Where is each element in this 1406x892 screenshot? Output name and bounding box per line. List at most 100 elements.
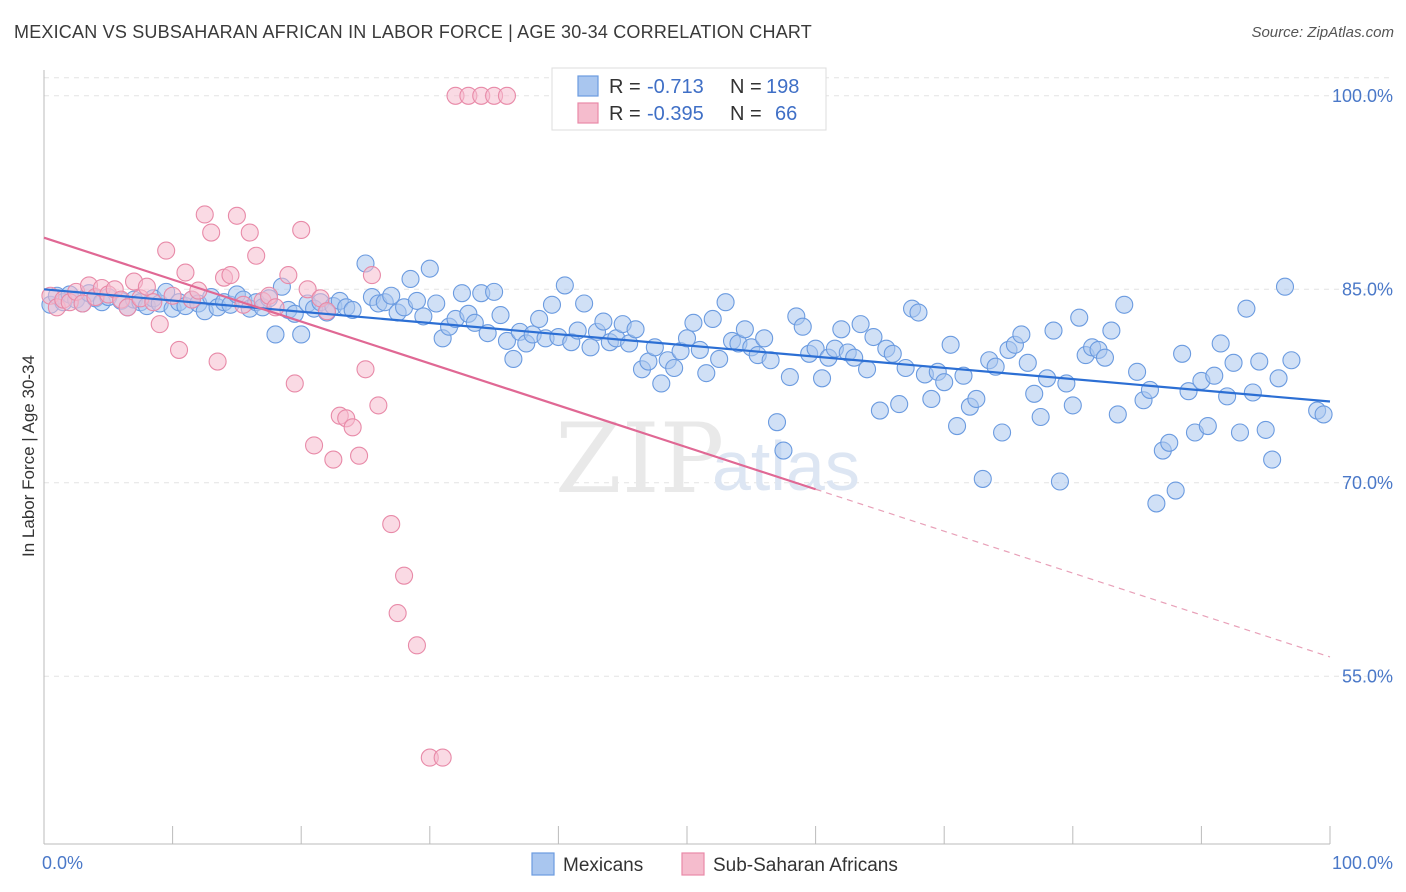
- point-0-113: [780, 367, 799, 387]
- point-0-51: [382, 286, 401, 305]
- point-0-190: [1282, 351, 1301, 370]
- point-1-21: [176, 263, 195, 282]
- source-label: Source: ZipAtlas.com: [1251, 24, 1394, 41]
- point-0-68: [491, 306, 510, 325]
- point-0-84: [594, 312, 613, 331]
- point-0-70: [504, 349, 523, 369]
- point-0-189: [1275, 277, 1295, 296]
- legend-swatch-subsaharan: [577, 102, 599, 124]
- point-1-24: [195, 205, 214, 224]
- subsaharan-points: [41, 86, 517, 767]
- point-0-154: [1044, 321, 1063, 340]
- point-0-165: [1115, 295, 1134, 314]
- point-1-40: [305, 436, 324, 455]
- point-0-127: [870, 401, 889, 420]
- point-0-158: [1070, 308, 1089, 327]
- legend-swatch-mexicans: [577, 75, 599, 97]
- point-0-56: [414, 307, 433, 326]
- grid-lines: [44, 77, 1392, 677]
- point-0-121: [832, 320, 851, 339]
- stats-legend: R = -0.713 N = 198 R = -0.395 N = 66: [551, 67, 827, 131]
- point-0-101: [703, 309, 722, 329]
- legend-n-subsaharan: 66: [775, 103, 797, 125]
- point-0-109: [755, 329, 774, 348]
- point-0-54: [401, 269, 420, 289]
- point-1-39: [298, 280, 317, 299]
- point-0-185: [1250, 352, 1269, 371]
- point-0-171: [1160, 433, 1179, 452]
- point-1-29: [227, 206, 246, 225]
- point-1-52: [388, 604, 407, 623]
- point-0-106: [735, 320, 754, 339]
- bottom-legend-mexicans: Mexicans: [563, 855, 643, 876]
- point-1-47: [350, 446, 369, 465]
- point-0-149: [1012, 325, 1031, 344]
- point-0-142: [967, 389, 986, 409]
- point-0-103: [716, 293, 735, 312]
- point-0-135: [922, 389, 941, 409]
- point-1-18: [157, 241, 176, 260]
- point-0-123: [845, 348, 864, 367]
- point-0-69: [497, 331, 517, 350]
- point-0-115: [793, 317, 812, 336]
- point-1-37: [285, 374, 304, 393]
- trend-lines: [43, 236, 1331, 658]
- point-1-26: [208, 352, 227, 371]
- point-1-17: [150, 315, 169, 334]
- point-0-124: [851, 315, 870, 334]
- point-1-61: [497, 86, 517, 105]
- point-0-137: [935, 373, 954, 392]
- x-tick-labels: 0.0% 100.0%: [42, 853, 1393, 873]
- point-0-89: [626, 320, 645, 339]
- point-0-55: [407, 291, 426, 310]
- point-0-100: [697, 364, 716, 383]
- chart-title: MEXICAN VS SUBSAHARAN AFRICAN IN LABOR F…: [14, 22, 812, 42]
- point-0-97: [677, 329, 697, 348]
- trend-line-mexicans: [43, 288, 1331, 403]
- point-0-82: [581, 338, 600, 357]
- point-0-166: [1128, 362, 1147, 381]
- point-1-20: [169, 340, 189, 359]
- point-1-46: [343, 418, 362, 437]
- point-0-143: [973, 469, 992, 488]
- point-1-54: [407, 636, 426, 655]
- point-0-162: [1095, 348, 1114, 367]
- point-1-31: [240, 223, 259, 242]
- point-1-43: [324, 450, 343, 469]
- point-1-12: [118, 298, 137, 317]
- point-0-129: [883, 344, 902, 363]
- point-1-28: [221, 266, 240, 285]
- point-0-178: [1205, 366, 1224, 385]
- point-0-163: [1102, 321, 1121, 340]
- y-tick-label-1: 70.0%: [1342, 473, 1393, 493]
- trend-line-subsaharan: [43, 236, 816, 491]
- point-0-179: [1211, 334, 1230, 353]
- point-1-15: [137, 277, 156, 296]
- point-0-188: [1269, 369, 1288, 388]
- point-0-78: [555, 276, 574, 295]
- legend-r-mexicans: -0.713: [647, 76, 704, 98]
- trend-line-subsaharan-extension: [815, 488, 1331, 658]
- svg-text:N =: N =: [730, 76, 762, 98]
- legend-n-mexicans: 198: [766, 76, 799, 98]
- point-0-184: [1243, 383, 1262, 402]
- point-1-48: [356, 360, 375, 379]
- y-tick-label-0: 55.0%: [1342, 666, 1393, 686]
- point-0-57: [420, 259, 439, 278]
- point-0-181: [1224, 353, 1243, 372]
- svg-text:N =: N =: [730, 103, 762, 125]
- point-0-177: [1198, 416, 1217, 436]
- point-0-93: [652, 374, 671, 393]
- point-1-32: [247, 246, 266, 265]
- series-legend: Mexicans Sub-Saharan Africans: [531, 852, 898, 876]
- point-0-102: [710, 349, 729, 369]
- point-0-173: [1173, 344, 1192, 363]
- point-0-140: [954, 366, 973, 385]
- point-0-125: [857, 360, 877, 379]
- point-0-46: [343, 300, 362, 319]
- point-0-112: [774, 441, 793, 460]
- point-0-139: [948, 416, 967, 436]
- point-0-151: [1025, 384, 1044, 403]
- point-0-164: [1108, 405, 1127, 424]
